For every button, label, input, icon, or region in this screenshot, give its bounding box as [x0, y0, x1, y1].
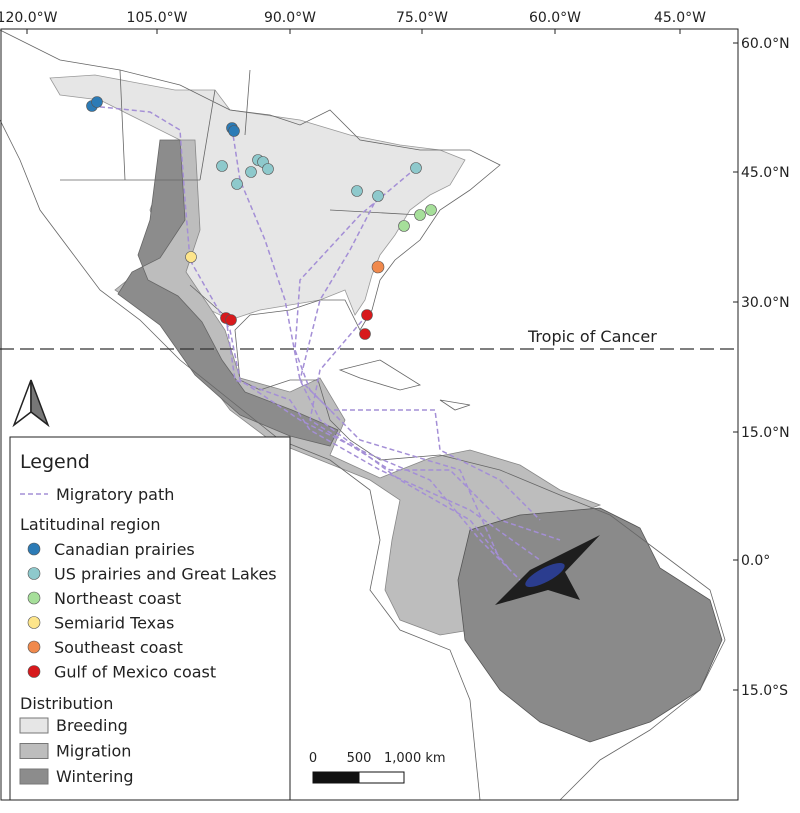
coastline: [338, 359, 471, 411]
point: [91, 96, 103, 108]
legend-swatch: [27, 640, 41, 654]
lat-label: 60.0°N: [741, 36, 790, 52]
point: [425, 204, 437, 216]
legend-swatch: [27, 542, 41, 556]
map-frame: [0, 28, 739, 801]
scale-segment: [358, 771, 405, 784]
legend-label: Semiarid Texas: [54, 614, 174, 633]
point: [414, 209, 426, 221]
point: [361, 309, 373, 321]
migratory-path: [231, 127, 511, 571]
legend-label: Gulf of Mexico coast: [54, 663, 216, 682]
point: [351, 185, 363, 197]
lat-label: 0.0°: [741, 553, 770, 569]
point: [225, 314, 237, 326]
coastline: [0, 29, 726, 801]
legend-label: Wintering: [56, 767, 134, 786]
legend: Legend Migratory path Latitudinal region…: [9, 436, 291, 801]
legend-label: Migration: [56, 742, 131, 761]
lat-label: 30.0°N: [741, 295, 790, 311]
bird-body: [525, 562, 565, 588]
legend-label: Migratory path: [56, 485, 174, 504]
legend-swatch: [27, 591, 41, 605]
migratory-paths: [91, 105, 561, 581]
legend-swatch: [19, 717, 49, 734]
legend-label: Southeast coast: [54, 638, 183, 657]
point: [372, 190, 384, 202]
north-arrow: [12, 379, 50, 428]
scale-bar: 0 500 1,000 km: [309, 751, 446, 784]
point: [245, 166, 257, 178]
lat-label: 45.0°N: [741, 165, 790, 181]
legend-swatch: [19, 768, 49, 785]
point: [231, 178, 243, 190]
point: [359, 328, 371, 340]
point: [262, 163, 274, 175]
legend-label: Canadian prairies: [54, 540, 195, 559]
migratory-path: [91, 105, 521, 581]
legend-label: Northeast coast: [54, 589, 181, 608]
migratory-path: [225, 317, 541, 561]
lon-label: 120.0°W: [0, 10, 58, 26]
scale-label: 1,000 km: [384, 751, 446, 766]
point: [185, 251, 197, 263]
legend-box: [9, 436, 291, 801]
point: [371, 260, 385, 274]
migratory-path: [309, 314, 561, 541]
legend-title: Legend: [20, 451, 90, 473]
north-arrow-right: [30, 379, 50, 428]
point: [216, 160, 228, 172]
point: [410, 162, 422, 174]
lon-label: 90.0°W: [264, 10, 316, 26]
point: [398, 220, 410, 232]
migratory-path: [294, 167, 501, 561]
lat-label: 15.0°N: [741, 425, 790, 441]
tropic-label: Tropic of Cancer: [527, 327, 657, 346]
legend-swatch: [19, 743, 49, 759]
graticule-labels: 120.0°W 105.0°W 90.0°W 75.0°W 60.0°W 45.0°W 60…: [0, 10, 790, 699]
legend-label: Breeding: [56, 716, 128, 735]
legend-swatch: [27, 616, 41, 629]
bird-icon: [495, 535, 600, 605]
wintering-area: [117, 139, 339, 447]
lon-label: 60.0°W: [529, 10, 581, 26]
sample-points: [86, 96, 437, 340]
point: [228, 125, 240, 137]
legend-swatch: [27, 567, 41, 580]
legend-subtitle: Latitudinal region: [20, 515, 161, 534]
scale-label: 500: [347, 751, 372, 766]
lon-label: 105.0°W: [127, 10, 188, 26]
scale-label: 0: [309, 751, 317, 766]
migratory-path: [299, 195, 541, 521]
lon-label: 45.0°W: [654, 10, 706, 26]
lat-label: 15.0°S: [741, 683, 788, 699]
legend-subtitle: Distribution: [20, 694, 113, 713]
scale-segment: [312, 771, 360, 784]
legend-label: US prairies and Great Lakes: [54, 565, 277, 584]
lon-label: 75.0°W: [396, 10, 448, 26]
legend-swatch: [27, 665, 41, 678]
border: [60, 69, 421, 321]
